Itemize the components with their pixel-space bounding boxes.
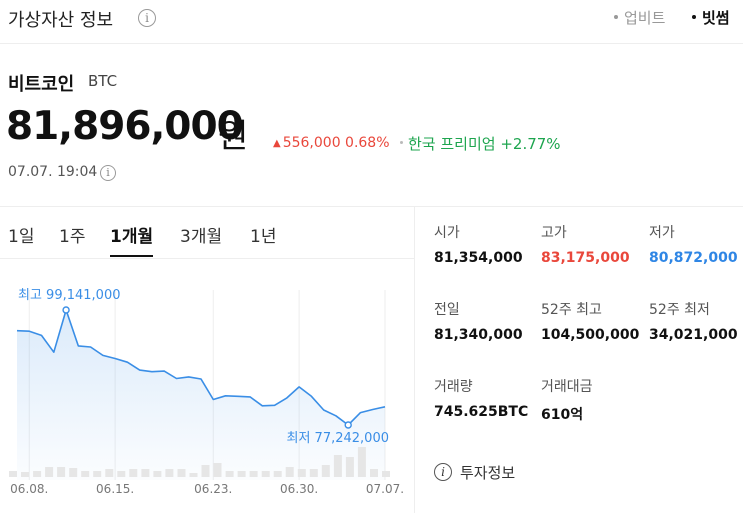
stat-value: 104,500,000 (541, 327, 640, 343)
price-area (17, 310, 385, 480)
volume-bar (333, 455, 342, 477)
stat-low: 저가 80,872,000 (649, 222, 738, 266)
x-tick-label: 06.23. (194, 482, 232, 496)
price-unit: 원 (218, 116, 249, 155)
korea-premium: 한국 프리미엄 +2.77% (408, 135, 561, 153)
volume-bar (297, 469, 306, 477)
stat-value: 610억 (541, 407, 584, 423)
volume-bar (117, 471, 126, 477)
divider (0, 206, 743, 207)
info-icon[interactable]: i (100, 165, 116, 181)
volume-bar (345, 457, 354, 477)
stat-value: 81,354,000 (434, 250, 523, 266)
dot-icon (614, 14, 618, 19)
stat-52w-low: 52주 최저 34,021,000 (649, 299, 738, 343)
volume-bar (201, 465, 210, 477)
volume-bar (213, 463, 222, 477)
x-tick-label: 06.08. (10, 482, 48, 496)
divider (414, 206, 415, 513)
coin-symbol: BTC (88, 72, 118, 90)
volume-bar (33, 471, 42, 477)
volume-bar (93, 471, 102, 477)
tab-1day[interactable]: 1일 (8, 227, 35, 247)
volume-bar (357, 447, 366, 477)
min-label: 최저 77,242,000 (287, 431, 390, 446)
volume-bar (189, 473, 198, 477)
stat-label: 거래량 (434, 379, 473, 395)
volume-bar (81, 471, 90, 477)
volume-bar (21, 472, 29, 477)
x-tick-label: 07.07. (366, 482, 404, 496)
timestamp: 07.07. 19:04 (8, 164, 98, 180)
volume-bar (237, 471, 246, 477)
stat-label: 저가 (649, 225, 675, 241)
stat-label: 고가 (541, 225, 567, 241)
volume-bar (285, 467, 294, 477)
volume-bar (9, 471, 17, 477)
stat-open: 시가 81,354,000 (434, 222, 523, 266)
min-point (344, 421, 352, 429)
tab-1year[interactable]: 1년 (250, 227, 277, 247)
tab-divider (0, 258, 414, 259)
volume-bar (141, 469, 150, 477)
stat-value: 745.625BTC (434, 404, 529, 420)
stat-value: 80,872,000 (649, 250, 738, 266)
invest-info-link[interactable]: 투자정보 (460, 464, 516, 482)
stat-volume: 거래량 745.625BTC (434, 376, 528, 420)
volume-bar (321, 465, 330, 477)
max-point (62, 306, 70, 314)
volume-bar (105, 469, 114, 477)
volume-bar (370, 469, 378, 477)
stat-high: 고가 83,175,000 (541, 222, 630, 266)
max-label: 최고 99,141,000 (18, 288, 121, 303)
stat-label: 거래대금 (541, 379, 593, 395)
stat-label: 52주 최고 (541, 302, 602, 318)
info-icon[interactable]: i (138, 9, 156, 27)
header-bar: 가상자산 정보 i 업비트 빗썸 (0, 0, 743, 44)
stat-trade-value: 거래대금 610억 (541, 376, 593, 424)
volume-bar (45, 467, 54, 477)
volume-bar (129, 469, 138, 477)
coin-name: 비트코인 (8, 74, 75, 95)
stat-value: 81,340,000 (434, 327, 523, 343)
exchange-upbit[interactable]: 업비트 (614, 7, 665, 28)
stat-value: 83,175,000 (541, 250, 630, 266)
stat-value: 34,021,000 (649, 327, 738, 343)
volume-bar (177, 469, 186, 477)
price-change: ▲ 556,000 0.68% (273, 135, 390, 151)
dot-icon (692, 14, 696, 19)
info-icon: i (434, 463, 452, 481)
volume-bar (249, 471, 258, 477)
volume-bar (69, 468, 78, 477)
current-price: 81,896,000 (6, 104, 244, 149)
x-tick-label: 06.15. (96, 482, 134, 496)
volume-bar (261, 471, 270, 477)
volume-bar (273, 471, 282, 477)
tab-1week[interactable]: 1주 (59, 227, 86, 247)
exchange-bithumb[interactable]: 빗썸 (692, 7, 730, 28)
tab-3months[interactable]: 3개월 (180, 227, 223, 247)
section-title: 가상자산 정보 (8, 10, 114, 31)
volume-bar (309, 469, 318, 477)
stat-prev-close: 전일 81,340,000 (434, 299, 523, 343)
stat-label: 전일 (434, 302, 460, 318)
volume-bar (57, 467, 66, 477)
separator-dot (400, 141, 403, 144)
x-tick-label: 06.30. (280, 482, 318, 496)
stat-label: 시가 (434, 225, 460, 241)
stat-52w-high: 52주 최고 104,500,000 (541, 299, 639, 343)
volume-bar (153, 471, 162, 477)
tab-1month[interactable]: 1개월 (110, 222, 154, 257)
volume-bar (382, 471, 390, 477)
up-triangle-icon: ▲ (273, 138, 281, 149)
price-line (16, 309, 386, 426)
price-chart[interactable]: 최고 99,141,000 최저 77,242,000 06.08. 06.15. 06… (0, 262, 414, 513)
stat-label: 52주 최저 (649, 302, 710, 318)
volume-bar (225, 471, 234, 477)
volume-bar (165, 469, 174, 477)
